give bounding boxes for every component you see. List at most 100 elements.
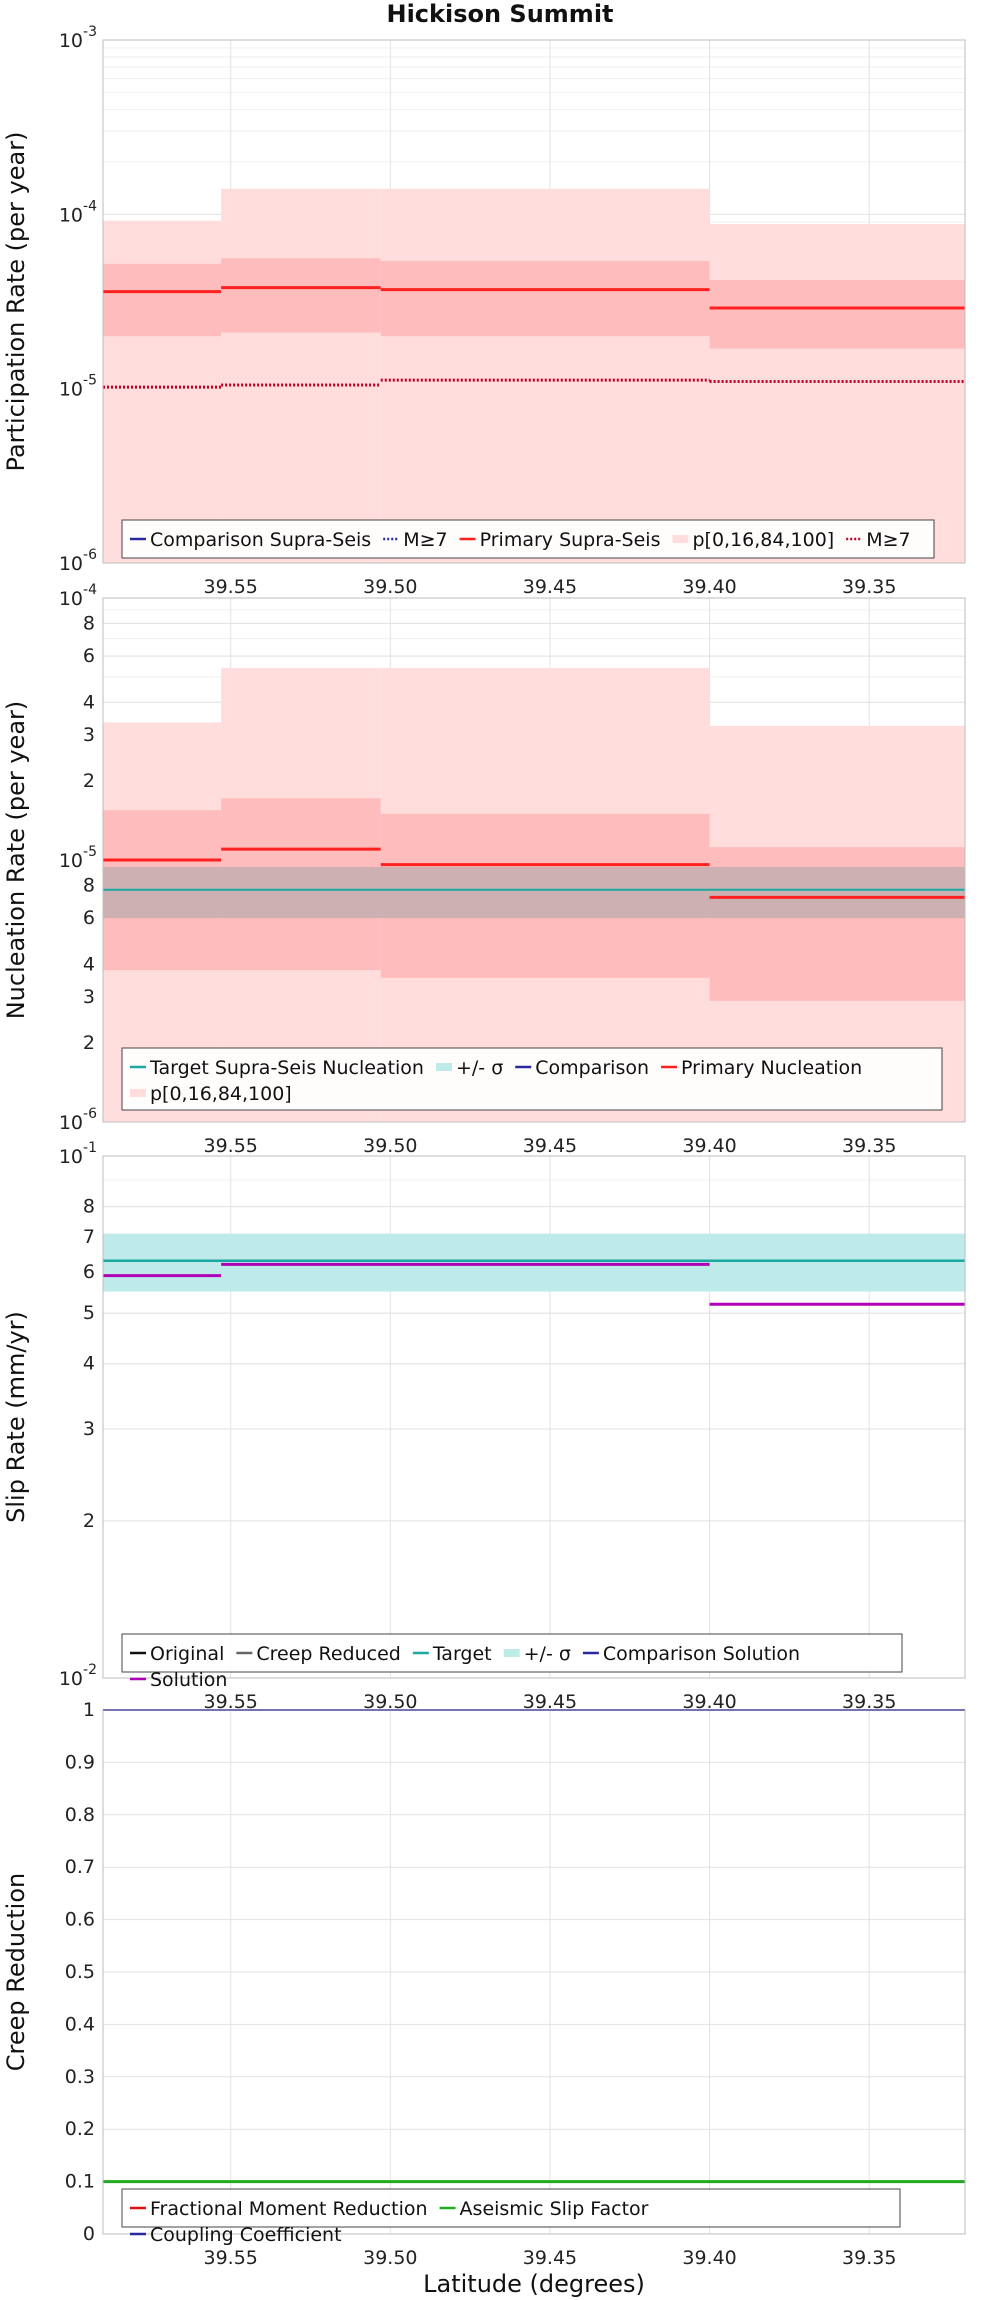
- y-tick-label: 6: [83, 907, 95, 929]
- legend-label: Coupling Coefficient: [150, 2224, 342, 2246]
- y-tick-label: 0.6: [65, 1909, 95, 1931]
- x-tick-label: 39.40: [682, 1691, 736, 1713]
- y-tick-label: 10-5: [59, 373, 97, 401]
- x-tick-label: 39.45: [523, 1135, 577, 1157]
- x-tick-label: 39.40: [682, 1135, 736, 1157]
- x-tick-label: 39.35: [842, 1135, 896, 1157]
- legend-label: p[0,16,84,100]: [692, 529, 834, 551]
- y-tick-label: 10-6: [59, 547, 97, 575]
- legend-label: Creep Reduced: [256, 1643, 400, 1665]
- y-tick-label: 10-4: [59, 582, 97, 610]
- y-tick-label: 7: [83, 1226, 95, 1248]
- legend-label: Comparison Solution: [603, 1643, 800, 1665]
- p16-p84-band: [103, 263, 222, 337]
- y-tick-label: 0.1: [65, 2171, 95, 2193]
- legend-label: +/- σ: [524, 1643, 571, 1665]
- x-tick-label: 39.50: [363, 2247, 417, 2269]
- plot-frame: [102, 1155, 966, 1679]
- y-tick-label: 1: [83, 1699, 95, 1721]
- y-axis-label: Slip Rate (mm/yr): [2, 1311, 30, 1523]
- y-axis-label: Participation Rate (per year): [2, 132, 30, 472]
- y-tick-label: 10-1: [59, 1140, 97, 1168]
- x-tick-label: 39.45: [523, 2247, 577, 2269]
- x-tick-label: 39.50: [363, 1691, 417, 1713]
- y-tick-label: 8: [83, 874, 95, 896]
- figure-title: Hickison Summit: [386, 0, 613, 28]
- x-tick-label: 39.50: [363, 1135, 417, 1157]
- p16-p84-band: [221, 258, 381, 333]
- x-tick-label: 39.50: [363, 576, 417, 598]
- y-tick-label: 0.9: [65, 1751, 95, 1773]
- p16-p84-band: [380, 260, 710, 337]
- y-axis-label: Creep Reduction: [2, 1873, 30, 2071]
- y-tick-label: 4: [83, 1353, 95, 1375]
- legend-box: [121, 2188, 901, 2228]
- legend-box: [121, 519, 935, 559]
- y-tick-label: 10-5: [59, 844, 97, 872]
- p0-p100-band: [221, 188, 381, 564]
- legend-label: Target Supra-Seis Nucleation: [149, 1057, 424, 1079]
- legend-label: p[0,16,84,100]: [150, 1083, 292, 1105]
- plot-frame: [102, 1709, 966, 2235]
- x-tick-label: 39.35: [842, 1691, 896, 1713]
- slip-rate-panel: 10-2 2 3 4 5 6 7 8 10-1 39.55 39.50 39.45 39.40 39.35…: [2, 1140, 966, 1713]
- x-tick-label: 39.55: [204, 1135, 258, 1157]
- y-tick-label: 5: [83, 1302, 95, 1324]
- x-axis-label: Latitude (degrees): [423, 2270, 645, 2298]
- y-tick-label: 2: [83, 1510, 95, 1532]
- legend-label: Target: [432, 1643, 492, 1665]
- y-tick-label: 10-6: [59, 1106, 97, 1134]
- x-tick-label: 39.55: [204, 2247, 258, 2269]
- legend-label: +/- σ: [456, 1057, 503, 1079]
- y-tick-label: 0: [83, 2223, 95, 2245]
- legend-label: M≥7: [866, 529, 910, 551]
- plot-frame: [102, 39, 966, 564]
- y-tick-label: 0.4: [65, 2013, 95, 2035]
- participation-panel: 10-6 10-5 10-4 10-3 39.55 39.50 39.45 39.40 39.3…: [2, 24, 966, 598]
- plot-frame: [102, 597, 966, 1123]
- y-tick-label: 3: [83, 724, 95, 746]
- y-tick-label: 0.7: [65, 1856, 95, 1878]
- x-tick-label: 39.35: [842, 2247, 896, 2269]
- y-tick-label: 10-3: [59, 24, 97, 52]
- legend-label: Aseismic Slip Factor: [460, 2198, 649, 2220]
- legend-label: Primary Nucleation: [681, 1057, 862, 1079]
- legend-label: Solution: [150, 1669, 227, 1691]
- y-tick-label: 3: [83, 1418, 95, 1440]
- p16-p84-band: [709, 280, 965, 349]
- x-tick-label: 39.45: [523, 1691, 577, 1713]
- y-tick-label: 0.3: [65, 2066, 95, 2088]
- y-tick-label: 0.5: [65, 1961, 95, 1983]
- x-tick-label: 39.40: [682, 576, 736, 598]
- x-tick-label: 39.55: [204, 576, 258, 598]
- x-tick-label: 39.35: [842, 576, 896, 598]
- legend-label: M≥7: [403, 529, 447, 551]
- y-tick-label: 10-2: [59, 1662, 97, 1690]
- y-tick-label: 2: [83, 1032, 95, 1054]
- x-tick-label: 39.40: [682, 2247, 736, 2269]
- target-sigma-band: [103, 1233, 965, 1292]
- p0-p100-band: [380, 188, 710, 564]
- creep-reduction-panel: 0 0.1 0.2 0.3 0.4 0.5 0.6 0.7 0.8 0.9 1 39.55 39.50 3…: [2, 1699, 966, 2269]
- y-tick-label: 2: [83, 770, 95, 792]
- y-tick-label: 3: [83, 986, 95, 1008]
- legend-label: Comparison: [535, 1057, 649, 1079]
- y-tick-label: 0.2: [65, 2118, 95, 2140]
- y-tick-label: 8: [83, 1196, 95, 1218]
- y-tick-label: 10-4: [59, 198, 97, 226]
- legend-label: Primary Supra-Seis: [480, 529, 661, 551]
- legend-label: Comparison Supra-Seis: [150, 529, 371, 551]
- x-tick-label: 39.55: [204, 1691, 258, 1713]
- y-tick-label: 8: [83, 612, 95, 634]
- y-tick-label: 4: [83, 953, 95, 975]
- y-axis-label: Nucleation Rate (per year): [2, 701, 30, 1020]
- y-tick-label: 0.8: [65, 1804, 95, 1826]
- y-tick-label: 4: [83, 691, 95, 713]
- legend-label: Fractional Moment Reduction: [150, 2198, 428, 2220]
- y-tick-label: 6: [83, 1261, 95, 1283]
- legend-box: [121, 1047, 943, 1111]
- legend-label: Original: [150, 1643, 224, 1665]
- p0-p100-band: [709, 224, 965, 564]
